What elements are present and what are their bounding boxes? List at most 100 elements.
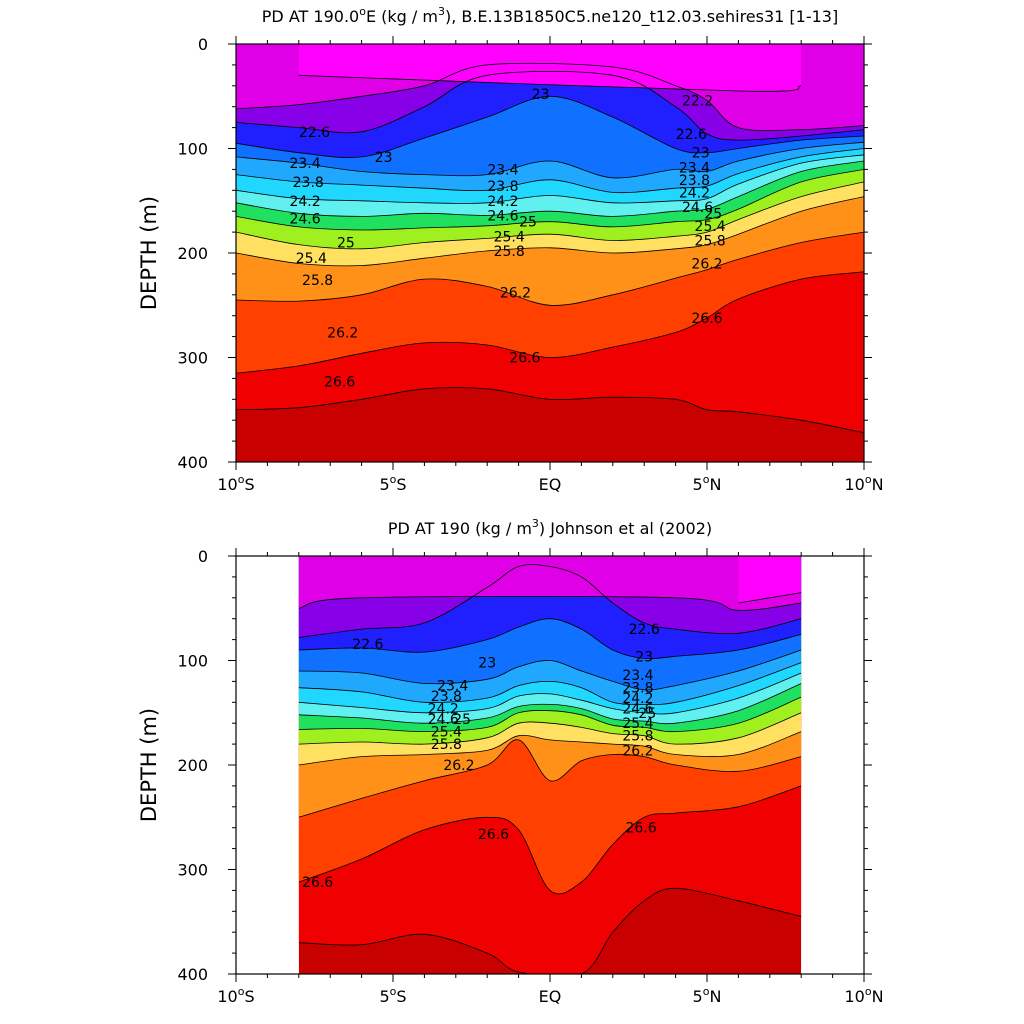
y-tick-label: 200 (177, 756, 208, 775)
isopycnal-line-27 (236, 387, 864, 434)
contour-label: 25 (638, 706, 656, 722)
contour-label: 24.6 (289, 212, 320, 228)
isopycnal-line-24.2 (236, 154, 864, 204)
contour-label: 26.2 (691, 256, 722, 272)
isopycnal-line-26.6 (298, 785, 802, 895)
y-tick-label: 0 (198, 547, 208, 566)
contour-label: 25.4 (431, 725, 462, 741)
isopycnal-band-21.8 (738, 556, 802, 603)
y-tick-label: 100 (177, 652, 208, 671)
y-axis-label: DEPTH (m) (137, 196, 161, 310)
contour-label: 26.6 (324, 375, 355, 391)
contour-field (298, 556, 802, 974)
contour-label: 23.4 (289, 156, 320, 172)
y-tick-label: 300 (177, 861, 208, 880)
contour-label: 25.8 (431, 737, 462, 753)
contour-label: 25.4 (494, 229, 525, 245)
isopycnal-line-22.2 (298, 595, 802, 611)
isopycnal-line-24.6 (236, 160, 864, 217)
contour-label: 26.6 (478, 827, 509, 843)
contour-label: 23.4 (437, 679, 468, 695)
contour-label: 25 (453, 712, 471, 728)
isopycnal-line-24.2 (298, 672, 802, 715)
isopycnal-line-23.8 (298, 662, 802, 705)
contour-label: 23 (532, 87, 550, 103)
contour-label: 25.4 (622, 716, 653, 732)
isopycnal-line-25 (236, 169, 864, 231)
contour-label: 23.4 (487, 162, 518, 178)
x-tick-label: 5oS (379, 473, 406, 494)
isopycnal-line-26.2 (236, 231, 864, 306)
y-tick-label: 400 (177, 453, 208, 472)
contour-label: 23.4 (622, 668, 653, 684)
y-tick-label: 0 (198, 35, 208, 54)
contour-label: 24.2 (428, 702, 459, 718)
panel-2: 22.623 2322.623.423.824.224.62525.425.826… (137, 517, 884, 1006)
isopycnal-line-25.4 (298, 712, 802, 745)
contour-label: 25.8 (695, 233, 726, 249)
isopycnal-line-25 (298, 696, 802, 733)
contour-label: 26.6 (509, 351, 540, 367)
contour-label: 26.2 (500, 286, 531, 302)
contour-label: 24.2 (487, 194, 518, 210)
isopycnal-line-23.4 (298, 649, 802, 691)
isopycnal-line-25.8 (298, 731, 802, 766)
contour-label: 22.6 (352, 637, 383, 653)
isopycnal-line-25.4 (236, 181, 864, 250)
contour-label: 22.6 (629, 622, 660, 638)
isopycnal-line-25.8 (236, 196, 864, 267)
isopycnal-line-22.6 (298, 564, 802, 638)
contour-label: 25.8 (494, 244, 525, 260)
contour-label: 22.2 (682, 93, 713, 109)
contour-label: 24.6 (682, 200, 713, 216)
y-tick-label: 300 (177, 349, 208, 368)
x-tick-label: EQ (539, 475, 562, 494)
contour-label: 23.8 (679, 173, 710, 189)
x-tick-label: 10oS (217, 985, 254, 1006)
contour-label: 24.6 (622, 702, 653, 718)
contour-field (236, 44, 864, 462)
contour-label: 25 (519, 215, 537, 231)
isopycnal-line-22.2 (236, 62, 864, 131)
contour-label: 24.2 (679, 185, 710, 201)
contour-label: 23.8 (487, 179, 518, 195)
contour-label: 24.2 (622, 691, 653, 707)
contour-label: 26.2 (622, 743, 653, 759)
isopycnal-line-26.2 (298, 739, 802, 818)
isopycnal-line-23.4 (236, 141, 864, 179)
contour-label: 25 (337, 236, 355, 252)
x-tick-label: 5oN (693, 473, 722, 494)
contour-label: 26.2 (327, 325, 358, 341)
isopycnal-line-24.6 (298, 683, 802, 725)
chart-title: PD AT 190.0oE (kg / m3), B.E.13B1850C5.n… (262, 5, 838, 27)
isopycnal-line-21.8 (298, 74, 802, 92)
y-tick-label: 400 (177, 965, 208, 984)
isopycnal-band-21.8 (298, 44, 802, 92)
contour-label: 22.6 (299, 125, 330, 141)
contour-label: 23 (635, 649, 653, 665)
contour-label: 26.6 (302, 875, 333, 891)
x-tick-label: 10oN (844, 985, 883, 1006)
x-tick-label: 10oS (217, 473, 254, 494)
contour-label: 23 (478, 656, 496, 672)
chart-title: PD AT 190 (kg / m3) Johnson et al (2002) (388, 517, 712, 538)
contour-label: 23 (375, 150, 393, 166)
contour-label: 24.6 (428, 712, 459, 728)
contour-label: 26.2 (443, 758, 474, 774)
y-tick-label: 100 (177, 140, 208, 159)
contour-label: 23.4 (679, 160, 710, 176)
isopycnal-line-23 (236, 95, 864, 158)
contour-label: 25.8 (302, 273, 333, 289)
x-tick-label: 10oN (844, 473, 883, 494)
y-tick-label: 200 (177, 244, 208, 263)
contour-label: 25.8 (622, 729, 653, 745)
isopycnal-line-22.6 (236, 71, 864, 141)
contour-label: 26.6 (625, 821, 656, 837)
contour-label: 24.6 (487, 208, 518, 224)
contour-label: 26.6 (691, 311, 722, 327)
x-tick-label: 5oS (379, 985, 406, 1006)
isopycnal-line-23 (298, 618, 802, 660)
contour-label: 25.4 (695, 219, 726, 235)
y-axis-label: DEPTH (m) (137, 708, 161, 822)
